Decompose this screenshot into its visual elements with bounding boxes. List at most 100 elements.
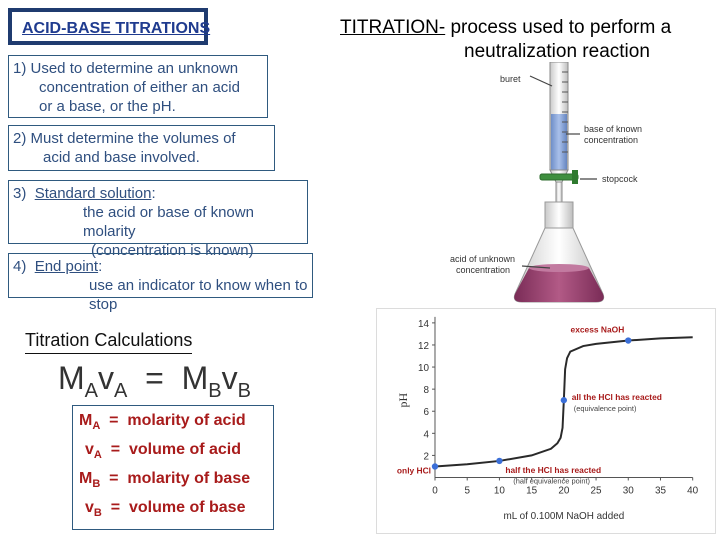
legend-subscript: B xyxy=(92,478,101,491)
legend-equals: = xyxy=(110,441,121,458)
point-3-box: 3) Standard solution: the acid or base o… xyxy=(8,180,308,259)
x-tick-label: 20 xyxy=(558,485,570,496)
legend-subscript: B xyxy=(93,507,102,520)
titration-term: TITRATION- xyxy=(340,17,446,38)
x-tick-label: 40 xyxy=(687,485,699,496)
formula-legend: MA = molarity of acid vA = volume of aci… xyxy=(72,405,274,530)
point-4-number: 4) xyxy=(13,258,27,275)
legend-equals: = xyxy=(110,499,121,516)
definition-line2: neutralization reaction xyxy=(464,41,650,62)
titration-curve-chart: 0 5 10 15 20 25 30 35 40 2 4 6 8 10 12 14 excess NaOH al… xyxy=(376,308,716,534)
x-tick-label: 25 xyxy=(591,485,603,496)
y-tick-label: 4 xyxy=(424,429,430,440)
buret-label: buret xyxy=(500,74,521,84)
chart-annotation: (half equivalence point) xyxy=(513,477,590,486)
point-2-line: acid and base involved. xyxy=(43,149,200,166)
formula-subscript: A xyxy=(84,380,98,402)
legend-subscript: A xyxy=(92,420,101,433)
base-label-line1: base of known xyxy=(584,124,642,134)
point-3-line: the acid or base of known molarity xyxy=(83,204,254,240)
legend-text: molarity of acid xyxy=(127,412,246,429)
point-3-line: (concentration is known) xyxy=(91,242,254,259)
flask xyxy=(513,201,605,303)
y-tick-label: 12 xyxy=(418,341,430,352)
formula-symbol: M xyxy=(181,360,209,396)
formula-symbol: v xyxy=(98,360,114,396)
legend-row: MB = molarity of base xyxy=(79,470,250,490)
chart-annotation: only HCl xyxy=(397,465,431,475)
y-tick-label: 2 xyxy=(424,451,430,462)
point-2-box: 2) Must determine the volumes of acid an… xyxy=(8,125,275,171)
label-arrows xyxy=(521,75,597,269)
point-3-number: 3) xyxy=(13,185,27,202)
y-tick-label: 6 xyxy=(424,407,430,418)
point-1-box: 1) Used to determine an unknown concentr… xyxy=(8,55,268,118)
titration-formula: MAvA = MBvB xyxy=(58,360,251,403)
point-3-colon: : xyxy=(151,185,156,202)
legend-text: volume of base xyxy=(128,499,246,516)
y-tick-label: 8 xyxy=(424,385,430,396)
legend-row: vB = volume of base xyxy=(85,499,245,519)
x-tick-label: 0 xyxy=(432,485,438,496)
formula-subscript: B xyxy=(237,380,251,402)
point-1-line: or a base, or the pH. xyxy=(39,98,176,115)
end-point-term: End point xyxy=(34,258,99,275)
point-4-colon: : xyxy=(98,258,103,275)
legend-equals: = xyxy=(109,412,119,429)
x-tick-label: 10 xyxy=(494,485,506,496)
formula-symbol: M xyxy=(58,360,85,396)
stopcock-label: stopcock xyxy=(602,174,638,184)
point-1-line: concentration of either an acid xyxy=(39,79,240,96)
chart-markers xyxy=(431,337,632,470)
chart-annotation: excess NaOH xyxy=(571,325,625,335)
calculations-title: Titration Calculations xyxy=(25,330,193,354)
legend-row: MA = molarity of acid xyxy=(79,412,246,432)
page-title: ACID-BASE TITRATIONS xyxy=(22,20,211,37)
y-tick-label: 10 xyxy=(418,363,430,374)
acid-label-line2: concentration xyxy=(456,265,510,275)
legend-subscript: A xyxy=(93,449,102,462)
legend-text: molarity of base xyxy=(127,470,251,487)
legend-equals: = xyxy=(109,470,119,487)
data-point-marker xyxy=(560,397,568,404)
x-tick-label: 35 xyxy=(655,485,667,496)
formula-subscript: A xyxy=(114,380,128,402)
legend-symbol: M xyxy=(79,412,93,429)
legend-symbol: v xyxy=(85,441,94,458)
stopcock xyxy=(539,170,579,184)
legend-text: volume of acid xyxy=(128,441,242,458)
formula-equals: = xyxy=(145,360,164,396)
titration-apparatus-illustration: buret base of known concentration stopco… xyxy=(450,62,642,303)
data-point-marker xyxy=(496,457,503,465)
title-box: ACID-BASE TITRATIONS xyxy=(8,8,211,45)
legend-row: vA = volume of acid xyxy=(85,441,241,461)
data-point-marker xyxy=(431,463,439,470)
chart-annotations: excess NaOH all the HCl has reacted (equiv… xyxy=(397,325,662,486)
legend-symbol: M xyxy=(79,470,93,487)
chart-ticks: 0 5 10 15 20 25 30 35 40 2 4 6 8 10 12 14 xyxy=(418,319,699,497)
definition-line1: process used to perform a xyxy=(445,17,672,38)
formula-symbol: v xyxy=(221,360,238,396)
apparatus-labels: buret base of known concentration stopco… xyxy=(450,74,642,275)
legend-symbol: v xyxy=(85,499,94,516)
point-4-line: use an indicator to know when to stop xyxy=(89,277,308,313)
x-axis-label: mL of 0.100M NaOH added xyxy=(503,511,624,522)
x-tick-label: 15 xyxy=(526,485,538,496)
formula-subscript: B xyxy=(208,380,222,402)
acid-label-line1: acid of unknown xyxy=(450,254,515,264)
calculations-title-text: Titration Calculations xyxy=(25,330,193,354)
point-2-line: 2) Must determine the volumes of xyxy=(13,130,236,147)
x-tick-label: 5 xyxy=(464,485,470,496)
buret xyxy=(549,62,569,213)
standard-solution-term: Standard solution xyxy=(34,185,152,202)
data-point-marker xyxy=(625,337,632,344)
x-tick-label: 30 xyxy=(623,485,635,496)
chart-annotation: half the HCl has reacted xyxy=(505,465,601,475)
y-axis-label: pH xyxy=(396,393,410,408)
chart-annotation: (equivalence point) xyxy=(574,404,637,413)
point-4-box: 4) End point: use an indicator to know w… xyxy=(8,253,313,313)
chart-annotation: all the HCl has reacted xyxy=(572,392,662,402)
base-label-line2: concentration xyxy=(584,135,638,145)
titration-definition: TITRATION- process used to perform a neu… xyxy=(340,16,710,64)
point-1-line: 1) Used to determine an unknown xyxy=(13,60,239,77)
